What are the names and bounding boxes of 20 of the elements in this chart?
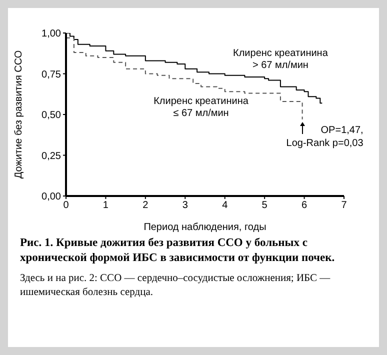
- x-axis-title: Период наблюдения, годы: [144, 222, 266, 233]
- series-label: Клиренс креатинина > 67 мл/мин: [220, 48, 340, 72]
- y-tick-label: 0,75: [42, 69, 62, 80]
- x-tick-label: 5: [262, 200, 268, 212]
- y-tick-label: 0,00: [42, 192, 62, 203]
- y-tick-label: 0,50: [42, 110, 62, 122]
- x-tick-label: 0: [63, 200, 70, 212]
- annotation: ОР=1,47, Log-Rank p=0,03: [285, 124, 364, 150]
- y-axis-title: Дожитие без развития ССО: [14, 50, 25, 179]
- series-label: Клиренс креатинина ≤ 67 мл/мин: [141, 96, 262, 120]
- x-tick-label: 6: [302, 200, 308, 212]
- x-tick-label: 1: [102, 200, 109, 212]
- x-tick-label: 3: [182, 200, 188, 212]
- y-tick-label: 1,00: [42, 28, 62, 40]
- text: Рис. 1. Кривые дожития без развития ССО у больных с хронической формой ИБС в зависимости от функции почек.: [20, 236, 336, 266]
- x-tick-label: 4: [222, 200, 228, 212]
- y-tick-label: 0,25: [42, 150, 62, 162]
- text: Здесь и на рис. 2: ССО — сердечно–сосудистые осложнения; ИБС — ишемическая болезнь сердца.: [20, 272, 332, 300]
- x-tick-label: 2: [142, 200, 149, 212]
- x-tick-label: 7: [341, 200, 348, 212]
